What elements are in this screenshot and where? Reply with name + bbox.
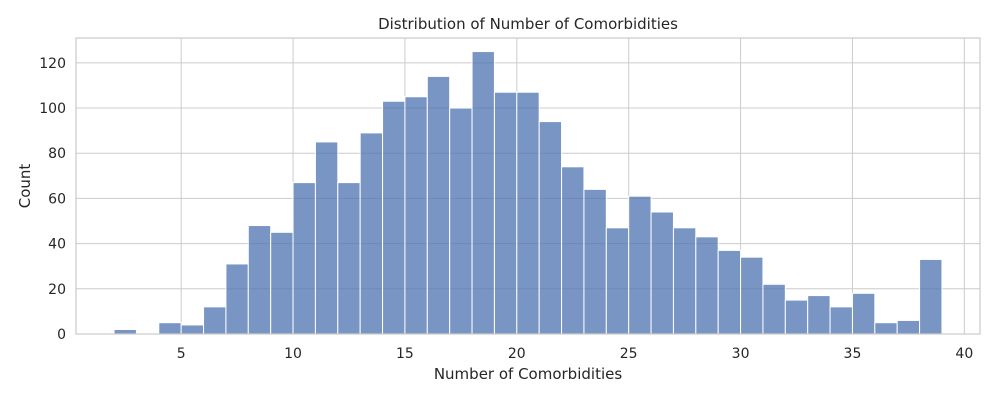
y-tick-label: 80 xyxy=(48,146,66,162)
histogram-bar xyxy=(180,324,205,335)
bars-layer xyxy=(113,51,943,335)
histogram-bar xyxy=(874,322,898,335)
y-tick-label: 40 xyxy=(48,237,66,253)
x-tick-label: 30 xyxy=(732,346,750,362)
x-tick-label: 5 xyxy=(177,346,186,362)
y-tick-label: 100 xyxy=(39,101,66,117)
histogram-bar xyxy=(449,107,473,335)
histogram-bar xyxy=(404,96,428,335)
histogram-bar xyxy=(270,231,294,335)
histogram-bar xyxy=(829,306,853,335)
histogram-bar xyxy=(471,51,495,335)
histogram-bar xyxy=(538,121,563,335)
histogram-bar xyxy=(382,100,406,335)
histogram-bar xyxy=(337,182,361,335)
histogram-bar xyxy=(113,328,137,335)
y-tick-label: 120 xyxy=(39,56,66,72)
x-tick-label: 25 xyxy=(620,346,638,362)
histogram-bar xyxy=(695,236,719,335)
chart-title: Distribution of Number of Comorbidities xyxy=(378,15,678,33)
histogram-bar xyxy=(896,319,921,335)
y-axis-label: Count xyxy=(16,164,34,209)
plot-frame xyxy=(75,37,981,335)
histogram-bar xyxy=(919,258,943,335)
histogram-bar xyxy=(650,211,674,335)
histogram-bar xyxy=(516,91,540,335)
y-tick-label: 60 xyxy=(48,191,66,207)
x-tick-label: 35 xyxy=(844,346,862,362)
histogram-bar xyxy=(740,256,764,335)
histogram-bar xyxy=(493,91,518,335)
histogram-bar xyxy=(672,227,697,335)
histogram-bar xyxy=(583,188,607,335)
histogram-bar xyxy=(807,295,831,335)
histogram-bar xyxy=(426,75,451,335)
histogram-bar xyxy=(247,225,272,335)
histogram-bar xyxy=(314,141,339,335)
x-tick-label: 15 xyxy=(396,346,414,362)
tick-labels-layer: 0 20 40 60 80 100 120 5 10 15 20 25 30 35 40 xyxy=(39,56,973,362)
histogram-bar xyxy=(717,249,742,335)
histogram-bar xyxy=(851,292,876,335)
x-axis-label: Number of Comorbidities xyxy=(434,365,623,383)
histogram-bar xyxy=(158,322,182,335)
histogram-bar xyxy=(203,306,227,335)
x-tick-label: 40 xyxy=(955,346,973,362)
histogram-bar xyxy=(762,283,786,335)
histogram-bar xyxy=(605,227,630,335)
histogram-bar xyxy=(628,195,652,335)
histogram-bar xyxy=(292,182,316,335)
x-tick-label: 10 xyxy=(284,346,302,362)
y-tick-label: 20 xyxy=(48,282,66,298)
y-tick-label: 0 xyxy=(57,327,66,343)
histogram-bar xyxy=(561,166,585,335)
histogram-bar xyxy=(359,132,384,335)
histogram-bar xyxy=(225,263,249,335)
histogram-bar xyxy=(784,299,809,335)
x-tick-label: 20 xyxy=(508,346,526,362)
